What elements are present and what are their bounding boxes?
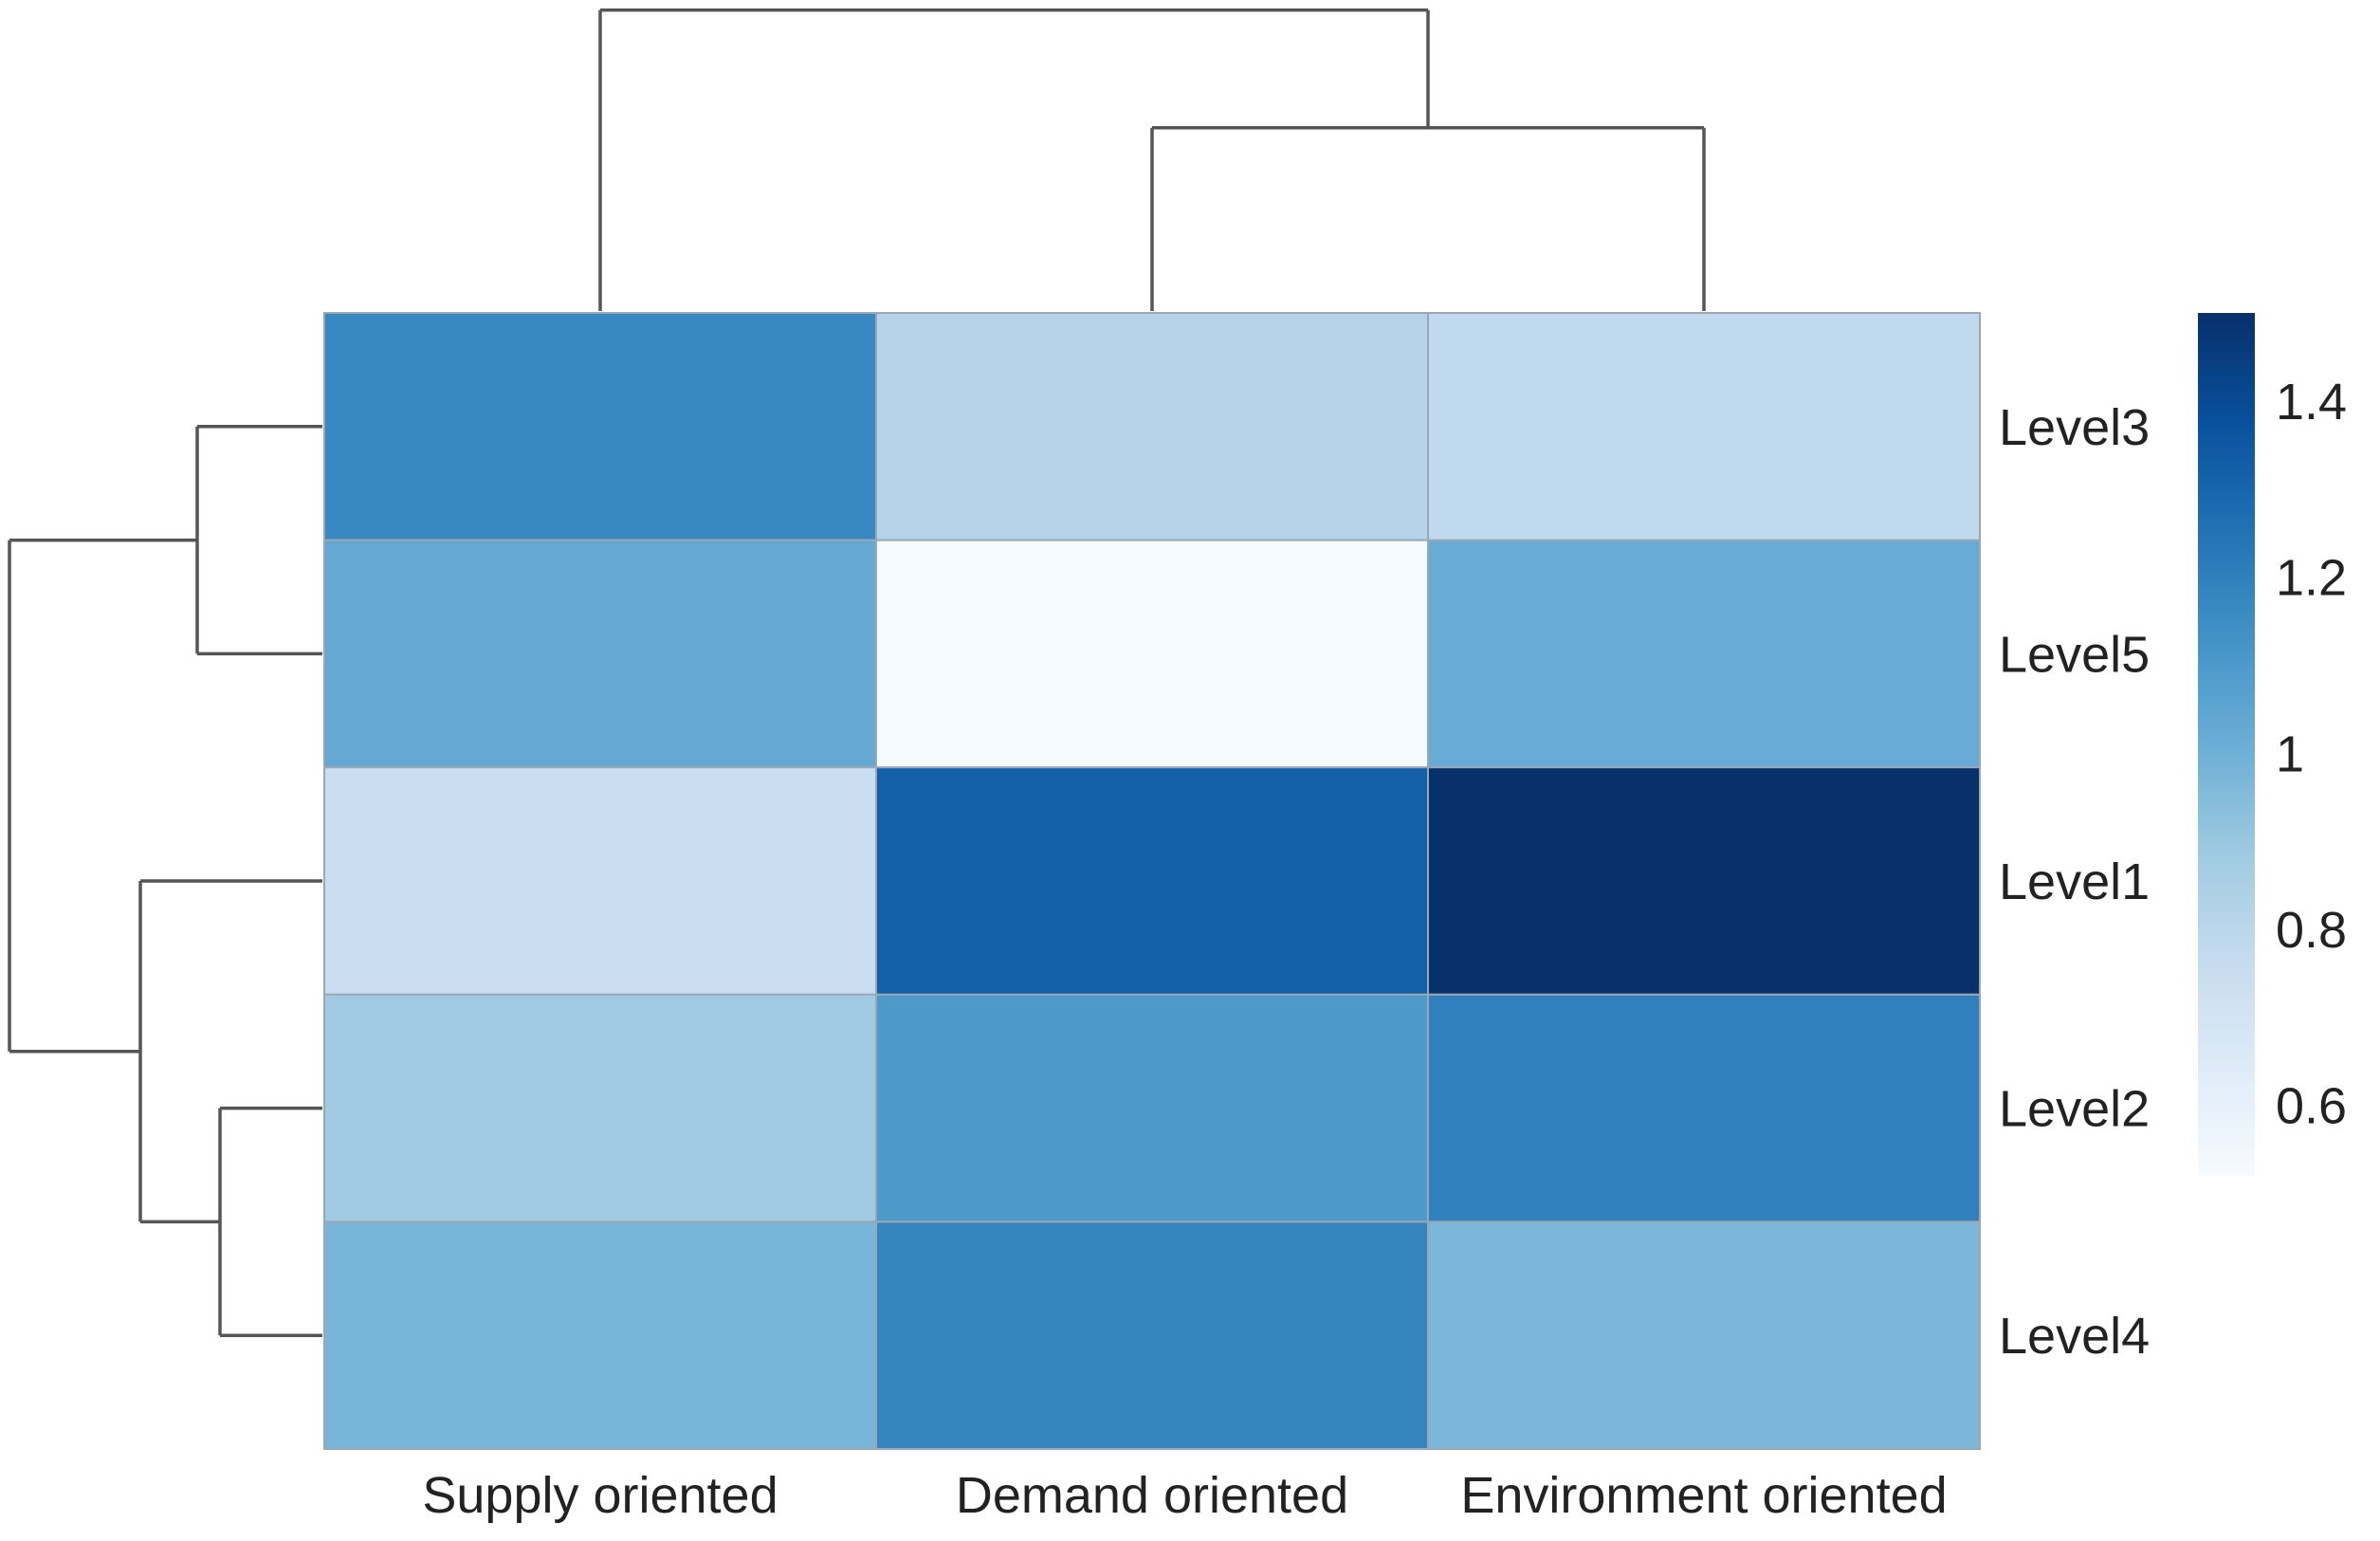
row-label: Level2 (1999, 1081, 2150, 1138)
colorbar-gradient (2198, 313, 2255, 1176)
heatmap-cell (875, 539, 1429, 769)
column-label: Supply oriented (422, 1467, 778, 1524)
heatmap-cell (323, 312, 877, 541)
heatmap-cells (323, 312, 1981, 1451)
row-dendrogram-branch (8, 538, 197, 1054)
colorbar-tick-label: 1.4 (2276, 374, 2347, 431)
heatmap-cell (875, 312, 1429, 541)
column-dendrogram (598, 8, 1706, 311)
heatmap-cell (1427, 993, 1981, 1223)
colorbar-tick-label: 0.6 (2276, 1078, 2347, 1135)
heatmap-cell (875, 1220, 1429, 1451)
column-label: Environment oriented (1460, 1467, 1947, 1524)
colorbar-tick-label: 1 (2276, 725, 2304, 782)
row-label: Level5 (1999, 626, 2150, 683)
colorbar: 0.6 0.8 1 1.2 1.4 (2198, 313, 2347, 1176)
heatmap-cell (1427, 539, 1981, 769)
column-label: Demand oriented (956, 1467, 1348, 1524)
colorbar-tick-label: 0.8 (2276, 902, 2347, 959)
heatmap-cell (323, 993, 877, 1223)
heatmap-cell (323, 539, 877, 769)
row-label: Level3 (1999, 399, 2150, 456)
row-label: Level4 (1999, 1308, 2150, 1365)
column-dendrogram-branch (598, 8, 1430, 311)
heatmap-cell (1427, 1220, 1981, 1451)
heatmap-cell (323, 766, 877, 996)
heatmap-cell (875, 993, 1429, 1223)
row-label: Level1 (1999, 853, 2150, 910)
row-labels: Level3 Level5 Level1 Level2 Level4 (1999, 399, 2150, 1365)
colorbar-tick-label: 1.2 (2276, 550, 2347, 607)
heatmap-cell (1427, 766, 1981, 996)
heatmap-cell (875, 766, 1429, 996)
row-dendrogram-branch (218, 1106, 322, 1337)
colorbar-ticks: 0.6 0.8 1 1.2 1.4 (2276, 374, 2347, 1135)
column-labels: Supply oriented Demand oriented Environmen… (422, 1467, 1947, 1524)
row-dendrogram (8, 425, 322, 1337)
heatmap-cell (1427, 312, 1981, 541)
heatmap-cell (323, 1220, 877, 1451)
row-dendrogram-branch (138, 879, 322, 1224)
column-dendrogram-branch (1150, 126, 1706, 311)
row-dendrogram-branch (195, 425, 322, 656)
